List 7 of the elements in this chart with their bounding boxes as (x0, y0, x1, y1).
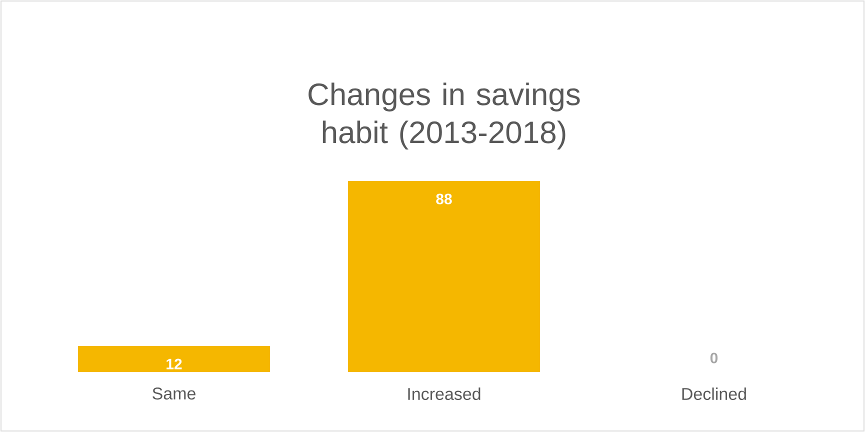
data-label: 12 (166, 358, 182, 370)
data-label: 0 (710, 352, 718, 364)
data-label: 88 (436, 194, 452, 204)
x-tick-label: Same (152, 388, 196, 400)
chart-title: Changes in savings habit (2013-2018) (308, 82, 580, 150)
x-tick-label: Declined (682, 388, 746, 400)
x-tick-label: Increased (408, 388, 480, 400)
